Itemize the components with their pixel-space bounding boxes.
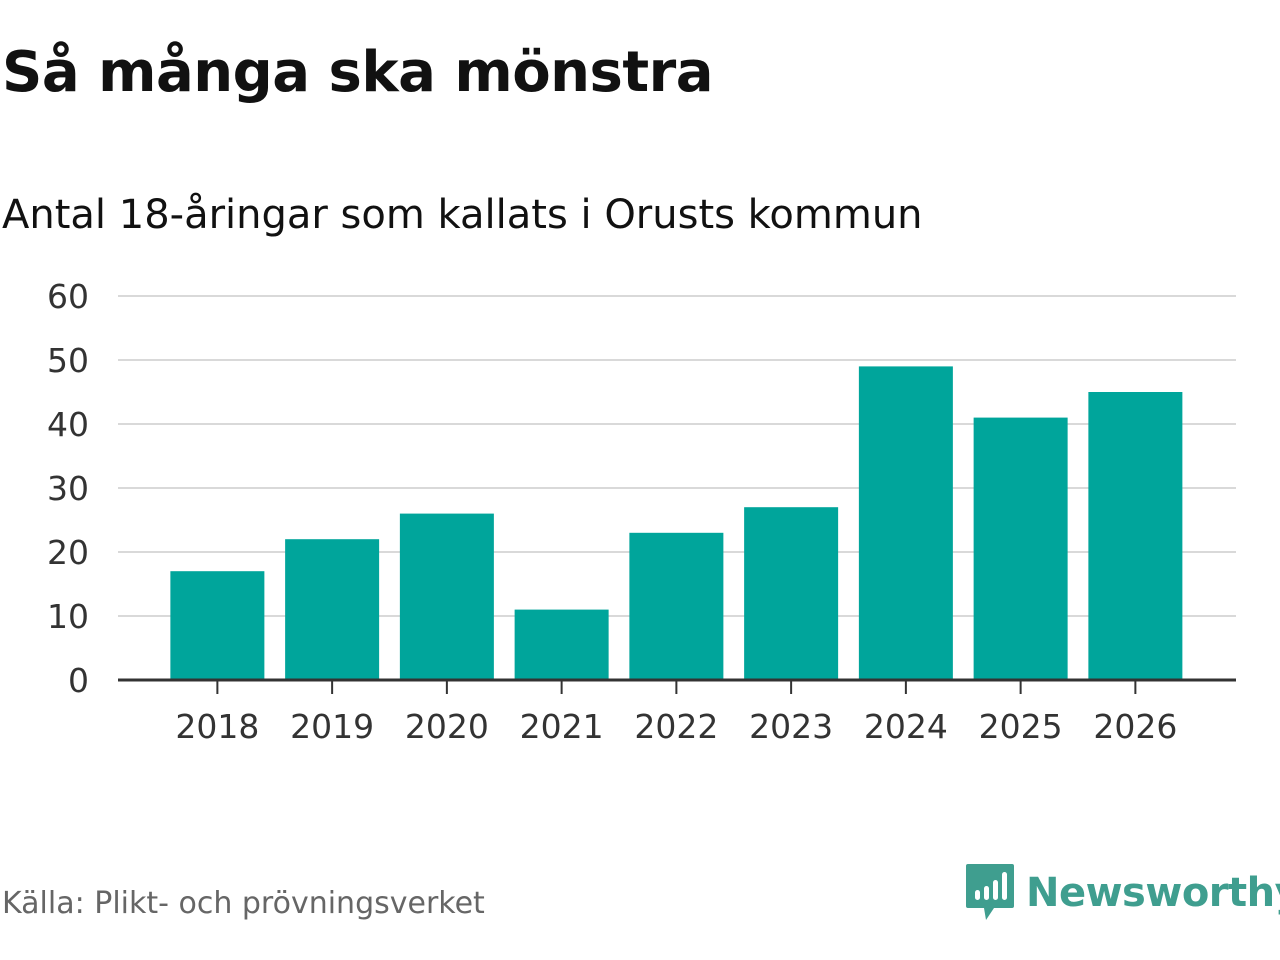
bar-2018 [170, 571, 265, 680]
y-tick-label: 50 [47, 341, 89, 380]
axes [118, 678, 1236, 694]
bar-2024 [858, 366, 953, 680]
bar-chart: 0 10 20 30 40 50 60 2018 2019 2020 2021 2022 2023 202… [47, 277, 1236, 746]
x-tick-label: 2023 [749, 707, 833, 746]
y-tick-label: 0 [68, 661, 89, 700]
chart-subtitle: Antal 18-åringar som kallats i Orusts ko… [2, 192, 923, 238]
chart-title: Så många ska mönstra [2, 40, 714, 105]
x-tick-label: 2024 [864, 707, 948, 746]
x-tick-label: 2018 [175, 707, 259, 746]
bars [170, 366, 1183, 680]
y-tick-label: 60 [47, 277, 89, 316]
x-tick-label: 2026 [1093, 707, 1177, 746]
newsworthy-logo-icon [966, 864, 1014, 920]
bar-2022 [629, 532, 724, 680]
x-tick-label: 2025 [979, 707, 1063, 746]
x-tick-label: 2019 [290, 707, 374, 746]
bar-2019 [285, 539, 380, 680]
newsworthy-logo: Newsworthy [964, 862, 1280, 924]
bar-2021 [514, 609, 609, 680]
y-tick-label: 30 [47, 469, 89, 508]
bar-2023 [744, 507, 839, 680]
tick-labels: 0 10 20 30 40 50 60 2018 2019 2020 2021 2022 2023 202… [47, 277, 1177, 746]
x-tick-label: 2021 [520, 707, 604, 746]
x-tick-label: 2020 [405, 707, 489, 746]
newsworthy-logo-text: Newsworthy [1026, 870, 1280, 916]
bar-2026 [1088, 392, 1183, 680]
y-tick-label: 10 [47, 597, 89, 636]
x-tick-label: 2022 [634, 707, 718, 746]
bar-2025 [973, 417, 1068, 680]
source-note: Källa: Plikt- och prövningsverket [2, 886, 485, 921]
y-tick-label: 20 [47, 533, 89, 572]
y-tick-label: 40 [47, 405, 89, 444]
bar-2020 [399, 513, 494, 680]
